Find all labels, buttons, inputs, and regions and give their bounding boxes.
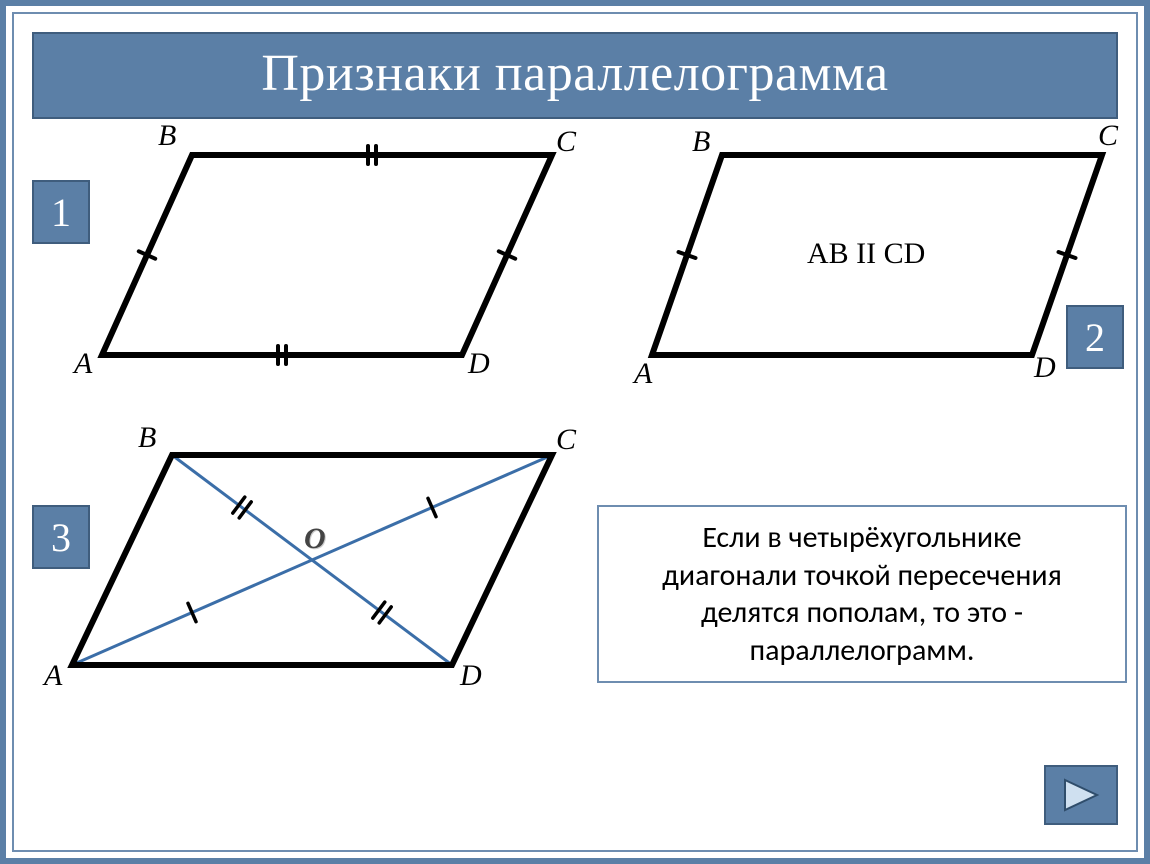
next-button[interactable] (1044, 765, 1118, 825)
vertex-label-A: A (44, 659, 62, 693)
vertex-label-C: C (1098, 119, 1118, 153)
theorem-line: параллелограмм. (617, 632, 1107, 670)
diagram-1: A B C D (42, 135, 602, 395)
vertex-label-C: C (556, 423, 576, 457)
vertex-label-B: B (692, 125, 710, 159)
inner-frame: Признаки параллелограмма 1 A B C D A B C… (12, 12, 1138, 852)
vertex-label-O: O (304, 522, 326, 556)
vertex-label-C: C (556, 125, 576, 159)
vertex-label-D: D (468, 347, 490, 381)
theorem-text: Если в четырёхугольнике диагонали точкой… (597, 505, 1127, 683)
outer-frame: Признаки параллелограмма 1 A B C D A B C… (0, 0, 1150, 864)
diagram-3: A B C D O (42, 435, 602, 705)
theorem-line: диагонали точкой пересечения (617, 557, 1107, 595)
vertex-label-A: A (634, 357, 652, 391)
page-title: Признаки параллелограмма (32, 32, 1118, 119)
triangle-right-icon (1061, 778, 1101, 812)
theorem-line: делятся пополам, то это - (617, 594, 1107, 632)
badge-2: 2 (1066, 305, 1124, 369)
vertex-label-D: D (460, 659, 482, 693)
vertex-label-B: B (158, 119, 176, 153)
vertex-label-B: B (138, 421, 156, 455)
diagram-2: A B C D AB ІІ CD (602, 135, 1142, 395)
vertex-label-A: A (74, 347, 92, 381)
content-area: 1 A B C D A B C D AB ІІ CD 2 3 (32, 135, 1118, 835)
vertex-label-D: D (1034, 351, 1056, 385)
center-text: AB ІІ CD (807, 237, 925, 271)
theorem-line: Если в четырёхугольнике (617, 519, 1107, 557)
